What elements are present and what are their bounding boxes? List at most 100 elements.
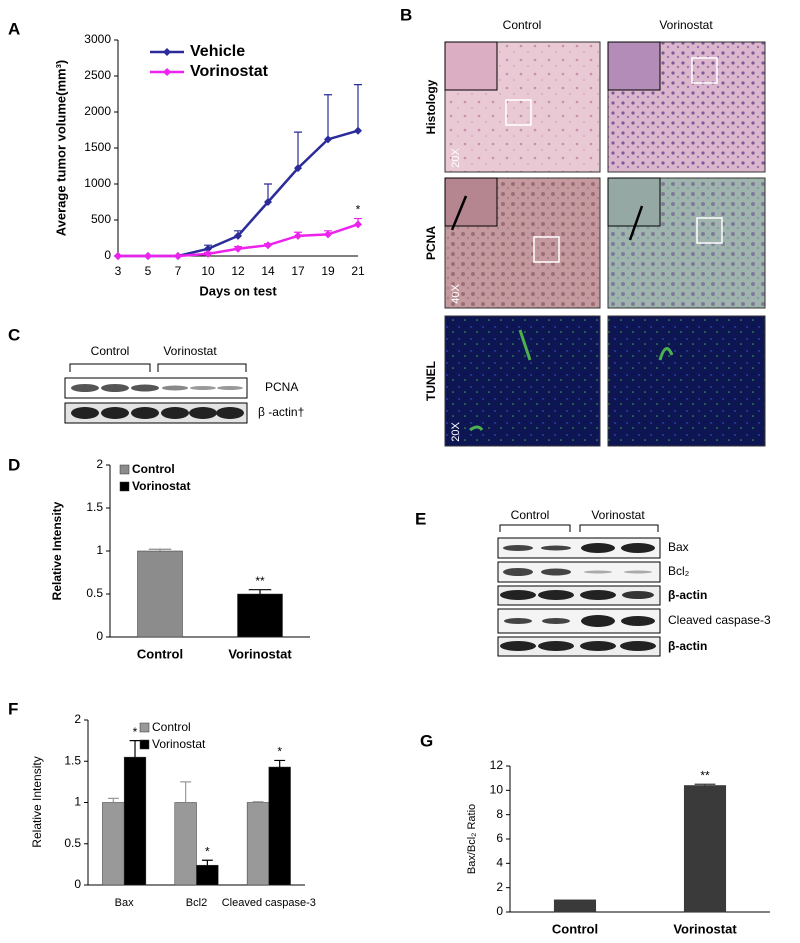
y-tick-label: 500 [91,212,111,226]
error-bar [294,131,302,169]
bar [553,899,597,913]
marker [324,135,332,144]
significance-mark: ** [700,768,710,782]
zoom-box [505,99,532,126]
error-bar [129,740,141,758]
error-bar [252,801,264,803]
legend-label: Vorinostat [132,479,190,493]
marker [204,244,212,253]
x-tick-label: 7 [175,264,182,278]
marker [324,230,332,239]
marker [234,231,242,240]
significance-mark: * [205,844,210,858]
error-bar [107,797,119,803]
band-label: Bax [668,540,689,554]
y-tick-label: 4 [496,856,503,870]
bracket [69,363,247,372]
significance-mark: * [356,203,361,217]
legend-label: Control [152,720,191,734]
inset [444,41,498,91]
error-bar [354,84,362,131]
marker [174,252,182,260]
marker [264,198,272,206]
bar [237,593,283,638]
y-tick-label: 1 [74,795,81,809]
legend-label: Control [132,462,175,476]
panel-letter: B [400,5,412,24]
legend-swatch [139,739,150,750]
y-tick-label: 12 [490,758,504,772]
y-tick-label: 0 [104,248,111,262]
marker [144,252,152,260]
inset [444,177,498,227]
x-tick-label: 10 [201,264,215,278]
legend-label: Vehicle [190,43,245,60]
magnification: 20X [450,422,462,442]
group-label: Vorinostat [591,508,645,522]
magnification: 40X [450,284,462,304]
zoom-box [691,57,718,84]
inset [607,41,661,91]
y-tick-label: 8 [496,807,503,821]
legend-marker [163,48,171,56]
y-tick-label: 10 [490,783,504,797]
marker [354,126,362,135]
marker [114,252,122,260]
y-tick-label: 2000 [84,104,111,118]
error-bar [180,781,192,803]
group-label: Control [511,508,550,522]
band-label: β-actin [668,588,707,602]
arrow [628,205,644,241]
panel-letter: G [420,731,433,750]
legend-label: Vorinostat [190,63,269,80]
significance-mark: * [133,725,138,739]
column-label: Vorinostat [659,18,713,32]
x-tick-label: Vorinostat [228,646,292,661]
magnification: 20X [450,148,462,168]
blot-strip [497,561,661,583]
marker [354,220,362,229]
band-label: PCNA [265,380,298,394]
western-blot: Control Vorinostat Bax Bcl₂ β-actin Clea… [497,508,771,657]
error-bar [694,783,716,786]
error-bar [248,589,272,594]
y-tick-label: 2 [74,712,81,726]
y-tick-label: 1000 [84,176,111,190]
zoom-box [533,236,560,263]
x-tick-label: Vorinostat [673,921,737,936]
y-axis-label: Relative Intensity [30,756,44,847]
error-bar [148,548,172,551]
marker [204,249,212,258]
legend-swatch [119,481,130,492]
blot-strip [497,537,661,559]
y-tick-label: 2 [496,880,503,894]
y-tick-label: 1 [96,543,103,557]
error-bar [201,859,213,866]
error-bar [274,759,286,768]
x-tick-label: 21 [351,264,365,278]
band-label: β -actin† [258,405,304,419]
x-tick-label: 14 [261,264,275,278]
arrow [450,195,468,231]
significance-mark: * [277,745,282,759]
marker [294,231,302,240]
error-bar [324,94,332,140]
y-tick-label: 1.5 [86,500,103,514]
panel-letter: F [8,699,18,718]
y-tick-label: 0 [74,877,81,891]
group-label: Control [91,344,130,358]
y-axis-label: Bax/Bcl₂ Ratio [466,804,478,874]
stain [469,329,674,432]
x-tick-label: Control [552,921,598,936]
x-tick-label: Bax [115,897,134,909]
micrograph [607,315,766,447]
y-axis-label: Average tumor volume(mm³) [53,60,68,237]
x-tick-label: 5 [145,264,152,278]
y-tick-label: 6 [496,831,503,845]
x-tick-label: 3 [115,264,122,278]
bar [137,550,183,638]
inset [607,177,661,227]
column-label: Control [503,18,542,32]
marker [264,241,272,250]
